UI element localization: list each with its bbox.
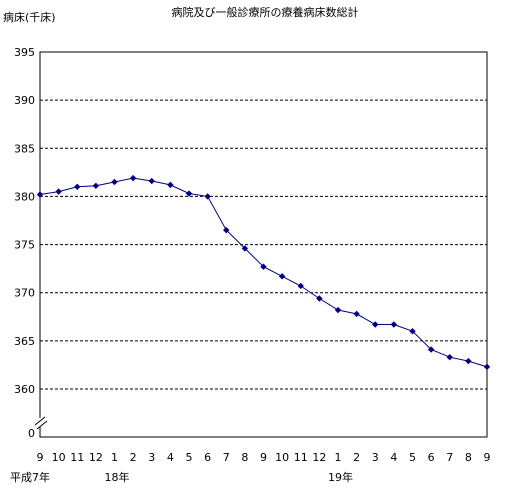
x-tick-label: 4 (390, 451, 397, 464)
data-point (204, 193, 211, 200)
x-tick-label: 11 (70, 451, 84, 464)
x-tick-label: 9 (260, 451, 267, 464)
x-tick-label: 8 (465, 451, 472, 464)
x-tick-label: 11 (294, 451, 308, 464)
data-point (372, 321, 379, 328)
x-tick-label: 6 (204, 451, 211, 464)
data-point (260, 263, 267, 270)
data-point (390, 321, 398, 328)
data-point (74, 183, 81, 190)
x-tick-label: 12 (89, 451, 103, 464)
data-point (316, 295, 323, 302)
y-tick-label: 390 (14, 94, 35, 107)
y-tick-label: 385 (14, 142, 35, 155)
x-tick-label: 3 (148, 451, 155, 464)
data-point (148, 177, 155, 185)
y-tick-label: 375 (14, 239, 35, 252)
data-point (111, 178, 118, 186)
x-tick-label: 9 (37, 451, 44, 464)
data-point (55, 188, 62, 195)
data-point (465, 357, 472, 365)
x-tick-label: 2 (353, 451, 360, 464)
x-tick-label: 3 (372, 451, 379, 464)
x-tick-label: 10 (52, 451, 66, 464)
y-axis-label: 病床(千床) (3, 10, 56, 24)
year-label: 18年 (105, 470, 130, 484)
grid-lines (40, 99, 487, 390)
x-tick-label: 1 (335, 451, 342, 464)
data-series (36, 174, 491, 371)
x-tick-label: 5 (186, 451, 193, 464)
data-point (92, 182, 100, 190)
data-point (36, 191, 44, 198)
x-tick-label: 1 (111, 451, 118, 464)
data-point (483, 363, 491, 371)
axis-break-gap (36, 418, 48, 427)
x-tick-label: 5 (409, 451, 416, 464)
year-label: 平成7年 (10, 470, 50, 484)
x-tick-label: 4 (167, 451, 174, 464)
data-point (297, 282, 304, 290)
x-tick-labels: 9 10 11 12 1 2 3 4 5 6 7 8 9 10 11 12 1 2 3 4 5 6 7 8 9 (37, 451, 491, 464)
x-tick-label: 8 (241, 451, 248, 464)
data-point (278, 273, 286, 280)
x-tick-label: 9 (484, 451, 491, 464)
y-tick-label: 370 (14, 287, 35, 300)
year-label: 19年 (328, 470, 353, 484)
data-point (353, 310, 360, 318)
y-tick-label: 0 (28, 427, 35, 440)
data-point (409, 328, 416, 335)
year-labels: 平成7年 18年 19年 (10, 470, 353, 484)
data-point (185, 190, 193, 197)
x-tick-label: 7 (223, 451, 230, 464)
axis-break-line (34, 416, 46, 426)
x-tick-label: 2 (130, 451, 137, 464)
data-point (334, 306, 342, 314)
axis-break-line (36, 420, 48, 430)
y-tick-label: 360 (14, 383, 35, 396)
axis-break-mark (34, 416, 48, 430)
y-tick-labels: 395 390 385 380 375 370 365 360 0 (14, 46, 35, 440)
data-point (167, 181, 174, 189)
x-tick-label: 6 (428, 451, 435, 464)
y-tick-label: 395 (14, 46, 35, 59)
data-point (223, 226, 230, 234)
data-point (129, 174, 137, 182)
y-tick-label: 365 (14, 335, 35, 348)
y-tick-label: 380 (14, 190, 35, 203)
x-tick-label: 7 (446, 451, 453, 464)
data-point (446, 354, 453, 361)
data-point (241, 245, 249, 252)
chart-title: 病院及び一般診療所の療養病床数総計 (172, 5, 359, 19)
data-point (427, 346, 435, 353)
x-tick-label: 10 (275, 451, 289, 464)
x-tick-label: 12 (312, 451, 326, 464)
